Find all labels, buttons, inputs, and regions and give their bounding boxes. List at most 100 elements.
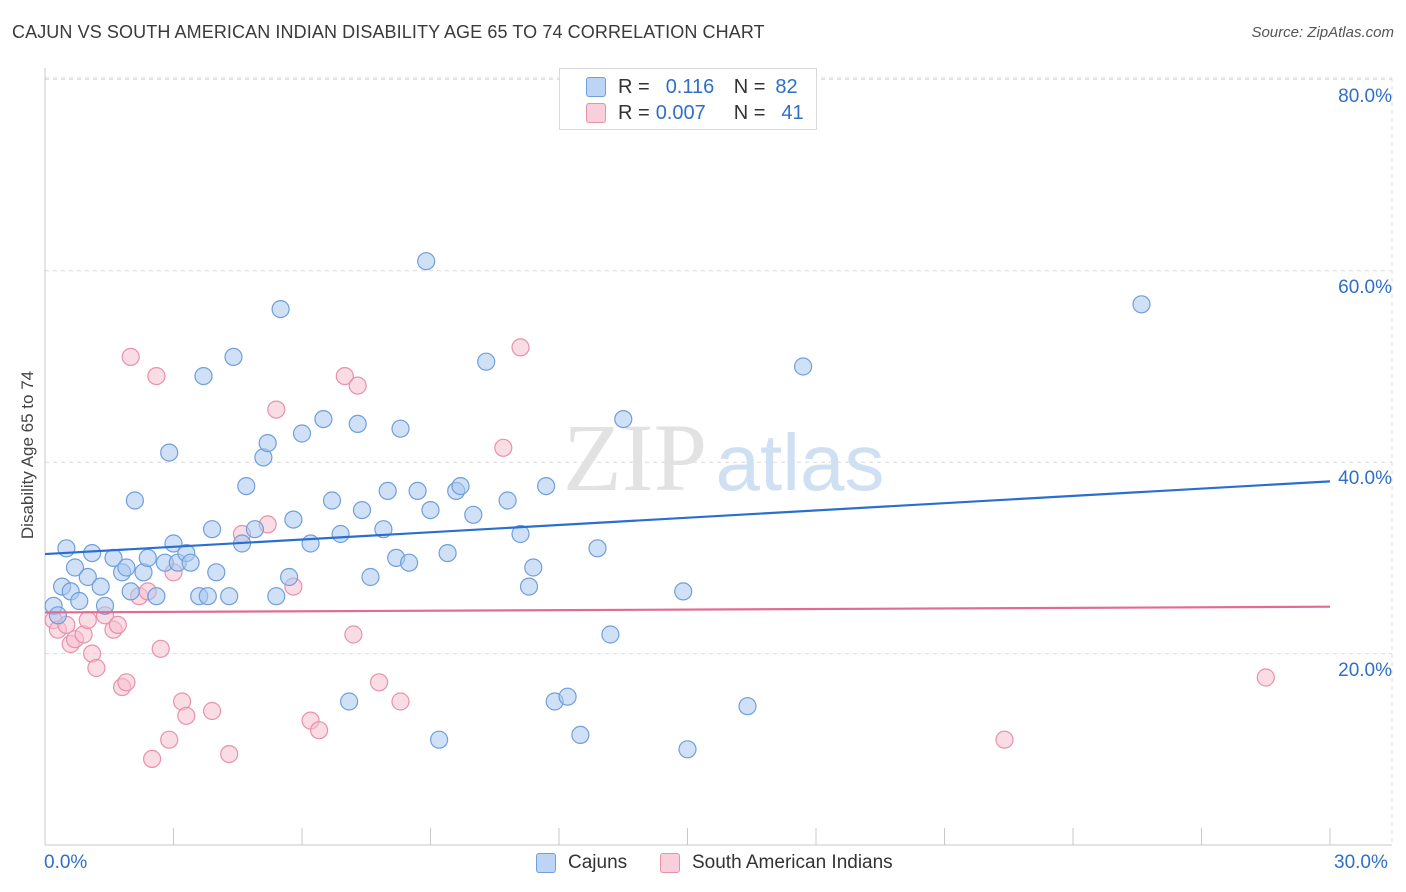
cajun-point xyxy=(601,625,620,644)
watermark-zip: ZIP xyxy=(563,404,707,511)
cajun-point xyxy=(147,587,166,606)
legend-label-cajuns: Cajuns xyxy=(568,852,628,873)
sai-point xyxy=(147,367,166,386)
watermark-atlas: atlas xyxy=(716,418,885,507)
sai-point xyxy=(121,347,140,366)
legend-item-cajuns: Cajuns xyxy=(536,852,627,874)
sai-point xyxy=(117,673,136,692)
cajun-point xyxy=(536,477,556,496)
legend-n-value: 82 xyxy=(775,75,798,98)
cajun-point xyxy=(198,587,217,606)
cajun-point xyxy=(220,587,239,606)
sai-point xyxy=(177,706,196,725)
sai-point xyxy=(78,610,97,630)
sai-point xyxy=(87,658,106,678)
axes xyxy=(44,68,1392,846)
legend-n-value: 41 xyxy=(781,101,804,124)
sai-point xyxy=(511,338,530,357)
cajun-point xyxy=(438,543,457,563)
sai-point xyxy=(335,367,354,386)
cajun-point xyxy=(322,491,342,510)
legend-swatch-cajuns xyxy=(536,853,556,873)
cajun-point xyxy=(314,410,333,429)
legend-swatch-cajuns xyxy=(586,77,606,97)
cajun-point xyxy=(374,520,393,539)
cajun-point xyxy=(678,740,697,759)
cajun-point xyxy=(1132,295,1151,314)
cajun-point xyxy=(511,524,530,544)
legend-n-label: N = xyxy=(733,75,766,98)
cajun-point xyxy=(391,419,410,438)
legend-swatch-sai xyxy=(660,853,680,873)
cajun-point xyxy=(271,300,290,319)
legend-swatch-sai xyxy=(586,103,606,123)
cajun-point xyxy=(65,558,85,577)
cajun-point xyxy=(284,510,303,529)
cajun-point xyxy=(498,491,517,510)
sai-point xyxy=(494,438,513,457)
legend-r-value: 0.116 xyxy=(665,75,715,98)
sai-point xyxy=(348,376,367,395)
cajun-point xyxy=(417,252,436,271)
cajun-point xyxy=(519,577,539,596)
cajun-point xyxy=(738,697,757,716)
y-tick-label-20: 20.0% xyxy=(1338,660,1392,681)
cajun-point xyxy=(203,520,222,539)
cajun-point xyxy=(421,501,440,520)
cajun-point xyxy=(352,501,372,520)
cajun-point xyxy=(451,477,470,496)
cajun-point xyxy=(558,687,577,706)
legend-row-sai: R = 0.007 N = 41 xyxy=(586,101,804,125)
legend-n-label: N = xyxy=(733,101,766,124)
sai-point xyxy=(108,615,127,635)
cajun-points xyxy=(44,252,1151,759)
trend-lines xyxy=(44,480,1331,614)
cajun-point xyxy=(378,481,397,500)
cajun-point xyxy=(477,352,496,371)
cajun-point xyxy=(348,414,367,433)
cajun-point xyxy=(237,477,256,496)
cajun-point xyxy=(181,553,200,572)
legend-item-sai: South American Indians xyxy=(660,852,893,874)
sai-point xyxy=(370,673,389,692)
sai-point xyxy=(220,744,239,764)
cajun-point xyxy=(340,692,359,711)
cajun-point xyxy=(245,520,264,539)
cajun-point xyxy=(258,434,277,453)
x-tick-label-max: 30.0% xyxy=(1334,852,1388,873)
cajun-point xyxy=(95,596,115,615)
y-tick-label-60: 60.0% xyxy=(1338,277,1392,298)
sai-point xyxy=(151,639,170,658)
y-tick-label-40: 40.0% xyxy=(1338,468,1392,489)
sai-point xyxy=(344,625,363,644)
cajun-point xyxy=(82,543,102,563)
cajun-point xyxy=(301,534,320,553)
cajun-point xyxy=(588,539,607,558)
cajun-trend-line xyxy=(44,480,1331,556)
cajun-point xyxy=(117,558,136,577)
cajun-point xyxy=(267,587,286,606)
cajun-point xyxy=(464,505,483,524)
cajun-point xyxy=(361,567,380,587)
cajun-point xyxy=(400,553,419,572)
source-label: Source: ZipAtlas.com xyxy=(1251,24,1394,41)
cajun-point xyxy=(408,481,427,500)
sai-point xyxy=(310,721,329,740)
sai-point xyxy=(143,749,162,769)
cajun-point xyxy=(430,730,449,749)
series-legend: Cajuns South American Indians xyxy=(0,852,1406,876)
sai-point xyxy=(1256,668,1275,687)
cajun-point xyxy=(614,410,633,429)
cajun-point xyxy=(571,725,590,745)
sai-point xyxy=(995,730,1014,749)
sai-point xyxy=(203,701,222,721)
cajun-point xyxy=(280,567,299,587)
sai-point xyxy=(160,730,179,749)
legend-r-value: 0.007 xyxy=(655,101,706,124)
cajun-point xyxy=(78,567,97,587)
cajun-point xyxy=(125,491,144,510)
cajun-point xyxy=(194,367,213,386)
cajun-point xyxy=(207,563,226,582)
legend-row-cajuns: R = 0.116 N = 82 xyxy=(586,75,798,99)
